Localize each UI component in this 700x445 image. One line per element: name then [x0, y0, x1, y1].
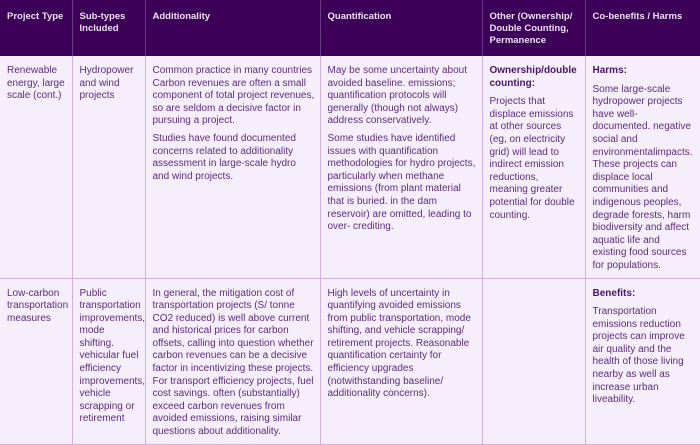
cell-subtypes: Hydropower and wind projects — [72, 56, 146, 279]
cell-cobenefits: Harms: Some large-scale hydropower proje… — [585, 56, 700, 279]
cell-additionality: In general, the mitigation cost of trans… — [145, 278, 321, 445]
cell-additionality: Common practice in many countries Carbon… — [145, 56, 321, 279]
table-row: Low-carbon transportation measures Publi… — [0, 278, 700, 445]
paragraph: May be some uncertainty about avoided ba… — [327, 65, 468, 127]
header-additionality: Additionality — [145, 0, 321, 56]
paragraph: Studies have found documented concerns r… — [152, 132, 296, 182]
paragraph: Projects that displace emissions at othe… — [489, 96, 575, 221]
header-quantification: Quantification — [320, 0, 483, 56]
paragraph: In general, the mitigation cost of trans… — [152, 287, 314, 438]
cell-other: Ownership/double counting: Projects that… — [482, 56, 586, 279]
header-cobenefits: Co-benefits / Harms — [585, 0, 700, 56]
cell-project-type: Low-carbon transportation measures — [0, 278, 73, 445]
paragraph: Some large-scale hydropower projects hav… — [592, 83, 693, 271]
paragraph: Common practice in many countries Carbon… — [152, 65, 315, 127]
header-other: Other (Ownership/ Double Counting, Perma… — [482, 0, 586, 56]
paragraph: Transportation emissions reduction proje… — [592, 306, 685, 406]
paragraph: High levels of uncertainty in quantifyin… — [327, 287, 471, 400]
cell-other — [482, 278, 586, 445]
header-row: Project Type Sub-types Included Addition… — [0, 0, 700, 56]
cell-quantification: May be some uncertainty about avoided ba… — [320, 56, 483, 279]
header-project-type: Project Type — [0, 0, 73, 56]
ownership-label: Ownership/double counting: — [489, 65, 577, 89]
benefits-label: Benefits: — [592, 287, 636, 299]
cell-quantification: High levels of uncertainty in quantifyin… — [320, 278, 483, 445]
cell-subtypes: Public transportation improvements, mode… — [72, 278, 146, 445]
header-subtypes: Sub-types Included — [72, 0, 146, 56]
cell-cobenefits: Benefits: Transportation emissions reduc… — [585, 278, 700, 445]
table-row: Renewable energy, large scale (cont.) Hy… — [0, 56, 700, 279]
paragraph: Some studies have identified issues with… — [327, 132, 476, 233]
harms-label: Harms: — [592, 65, 627, 76]
cell-project-type: Renewable energy, large scale (cont.) — [0, 56, 73, 279]
